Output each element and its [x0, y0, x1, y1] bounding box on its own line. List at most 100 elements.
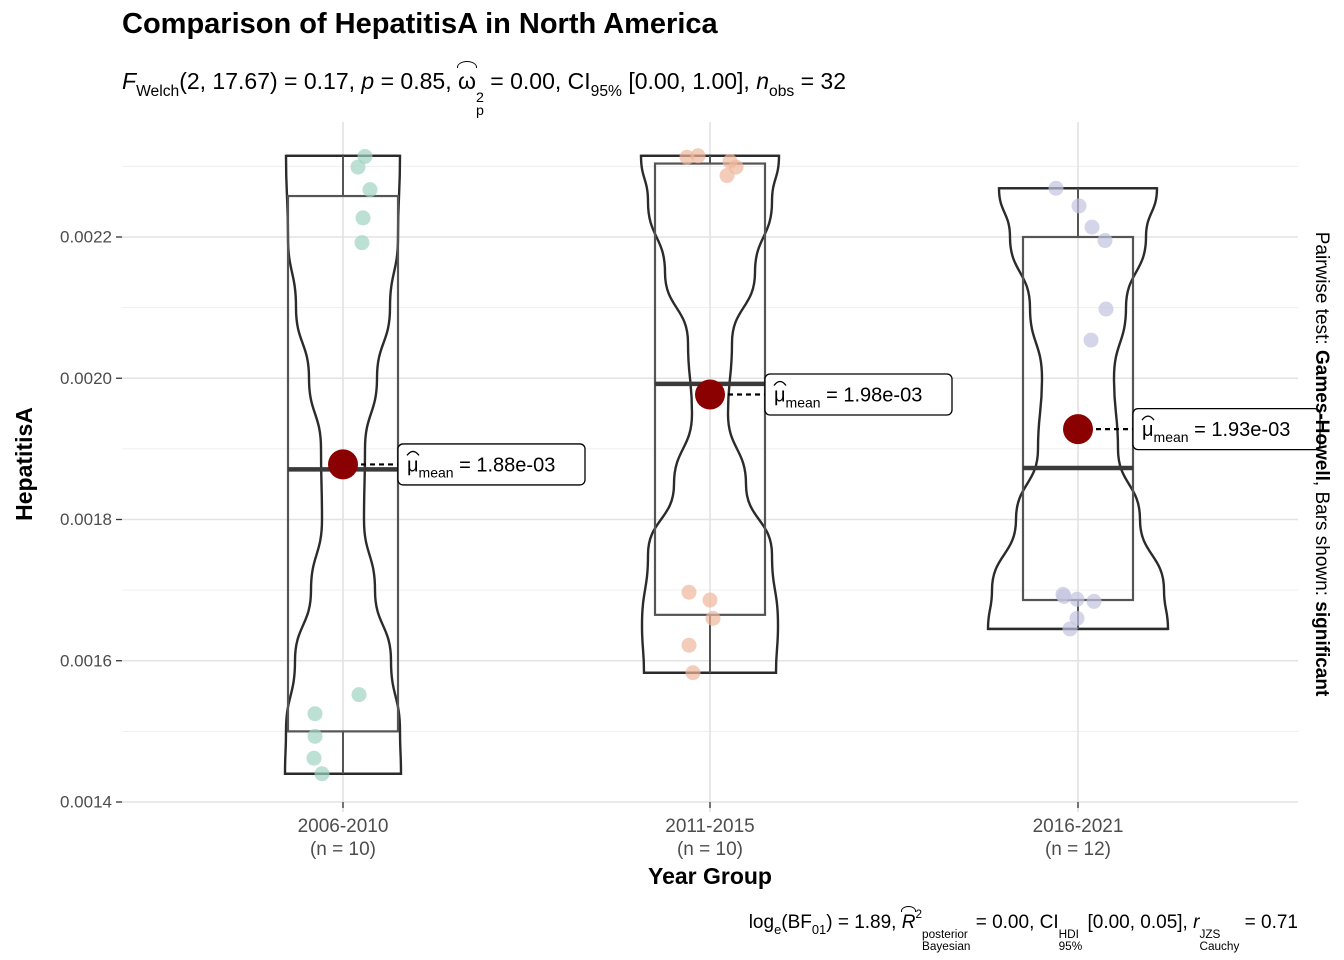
data-point — [1084, 219, 1100, 235]
group-2016-2021: μmean = 1.93e-03 — [986, 180, 1321, 637]
mean-label-subscript: mean — [419, 464, 454, 480]
bf-subscript: 01 — [811, 921, 827, 937]
x-tick-count: (n = 12) — [1045, 839, 1111, 860]
data-point — [307, 728, 323, 744]
rc-value: = 0.71 — [1239, 912, 1298, 933]
data-point — [705, 610, 721, 626]
data-point — [1069, 610, 1085, 626]
mean-hat — [773, 380, 787, 386]
n-subscript: obs — [769, 83, 795, 101]
rc-symbol: r — [1193, 912, 1200, 933]
y-tick-label: 0.0022 — [60, 228, 112, 247]
data-point — [679, 149, 695, 165]
r2-upper: posterior — [922, 928, 968, 942]
data-point — [685, 665, 701, 681]
p-symbol: p — [361, 68, 375, 94]
chart-title: Comparison of HepatitisA in North Americ… — [122, 8, 718, 40]
bf-prefix: log — [748, 912, 775, 933]
stat-value: = 0.17, — [277, 68, 362, 94]
stat-args: (2, 17.67) — [179, 68, 278, 94]
group-2006-2010: μmean = 1.88e-03 — [283, 148, 586, 782]
x-tick-label: 2011-2015 — [665, 816, 754, 837]
y-tick-label: 0.0014 — [60, 793, 112, 812]
mean-label-box — [397, 443, 586, 486]
data-point — [1098, 301, 1114, 317]
ci-subscript: 95% — [590, 83, 622, 101]
bf-open: (BF — [781, 912, 812, 933]
y-axis-ticks: 0.0014 0.0016 0.0018 0.0020 0.0022 — [60, 228, 122, 812]
x-tick-label: 2016-2021 — [1033, 816, 1124, 837]
data-point — [1086, 593, 1102, 609]
effect-size-sup: 2 — [475, 89, 484, 106]
data-point — [1048, 180, 1064, 196]
mean-label-symbol: μ — [407, 454, 419, 476]
bf-base: e — [774, 921, 782, 937]
hdi-lower: 95% — [1058, 939, 1083, 953]
mean-label-value: = 1.98e-03 — [821, 384, 923, 406]
stat-symbol: F — [122, 68, 137, 94]
data-point — [357, 148, 373, 164]
data-point — [307, 706, 323, 722]
hdi-upper: HDI — [1058, 928, 1079, 942]
n-value: = 32 — [794, 68, 846, 94]
mean-label-symbol: μ — [774, 384, 786, 406]
y-tick-label: 0.0016 — [60, 651, 112, 670]
mean-hat — [1141, 415, 1155, 421]
effect-size-sub: p — [475, 103, 484, 120]
data-point — [690, 148, 706, 164]
data-point — [350, 159, 366, 175]
mean-point — [328, 449, 358, 480]
r2-indices: posterior Bayesian — [922, 928, 971, 953]
data-point — [1056, 588, 1072, 604]
r2-lower: Bayesian — [922, 939, 971, 953]
mean-label: μmean = 1.93e-03 — [1142, 419, 1290, 445]
pairwise-middle: , Bars shown: — [1311, 481, 1332, 601]
x-axis-title: Year Group — [648, 863, 772, 889]
rc-indices: JZS Cauchy — [1199, 928, 1240, 953]
p-value: = 0.85, — [374, 68, 458, 94]
data-point — [681, 584, 697, 600]
r2-value: = 0.00, CI — [970, 912, 1059, 933]
mean-hat — [406, 450, 420, 456]
mean-label-symbol: μ — [1142, 419, 1154, 441]
r2-symbol: R — [900, 905, 917, 933]
data-point — [354, 235, 370, 251]
data-point — [362, 182, 378, 198]
rc-lower: Cauchy — [1199, 939, 1240, 953]
x-tick-count: (n = 10) — [677, 839, 743, 860]
data-point — [314, 766, 330, 782]
mean-label-subscript: mean — [786, 394, 821, 410]
x-axis-ticks: 2006-2010(n = 10)2011-2015(n = 10)2016-2… — [298, 802, 1124, 860]
data-point — [681, 637, 697, 653]
data-point — [1097, 233, 1113, 249]
data-point — [1062, 621, 1078, 637]
data-point — [306, 750, 322, 766]
y-tick-label: 0.0018 — [60, 510, 112, 529]
hdi-value: [0.00, 0.05], — [1082, 912, 1194, 933]
x-tick-label: 2006-2010 — [298, 816, 389, 837]
mean-label-box — [764, 373, 953, 416]
stat-subscript: Welch — [136, 83, 180, 101]
mean-point — [695, 379, 725, 410]
y-axis-title: HepatitisA — [11, 407, 37, 521]
data-point — [702, 592, 718, 608]
data-point — [355, 210, 371, 226]
effect-size-symbol: ω — [456, 60, 477, 94]
effect-size-value: = 0.00, CI — [483, 68, 591, 94]
data-point — [1083, 332, 1099, 348]
chart-caption: loge(BF01) = 1.89, R2 posterior Bayesian =… — [748, 905, 1298, 953]
hdi-indices: HDI 95% — [1058, 928, 1083, 953]
mean-label-box — [1132, 407, 1321, 451]
mean-label-subscript: mean — [1154, 429, 1189, 445]
ci-value: [0.00, 1.00], — [621, 68, 757, 94]
data-point — [719, 168, 735, 184]
mean-label-value: = 1.93e-03 — [1189, 419, 1291, 441]
n-symbol: n — [756, 68, 769, 94]
r2-exponent: 2 — [915, 908, 923, 921]
rc-upper: JZS — [1199, 928, 1221, 942]
mean-point — [1063, 414, 1093, 445]
